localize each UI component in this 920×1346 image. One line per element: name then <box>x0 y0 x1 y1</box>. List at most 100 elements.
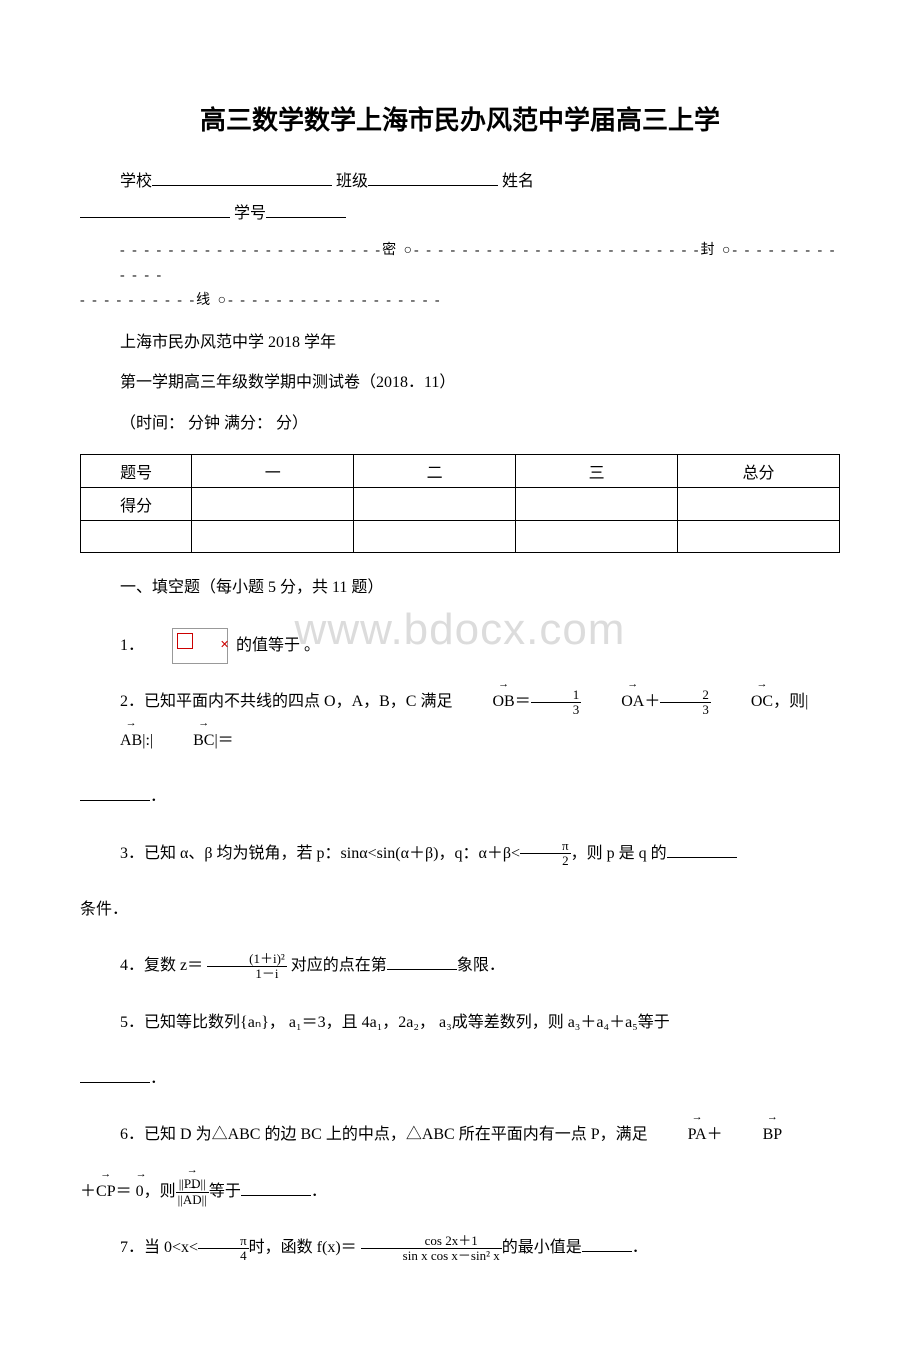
section-1-header: 一、填空题（每小题 5 分，共 11 题） <box>80 573 840 597</box>
q6-p2: ，则 <box>144 1183 176 1200</box>
td-blank <box>192 487 354 520</box>
sealed-line: - - - - - - - - - - - - - - - - - - - - … <box>80 238 840 314</box>
frac-pd-ad: ||PD||||AD|| <box>176 1177 209 1207</box>
den: 3 <box>660 703 711 717</box>
broken-image-icon <box>172 628 228 664</box>
td-blank <box>192 520 354 552</box>
q6-plus1: ＋ <box>707 1126 723 1143</box>
question-3: 3．已知 α、β 均为锐角，若 p：sinα<sin(α＋β)，q：α＋β<π2… <box>80 835 840 873</box>
class-label: 班级 <box>336 173 368 190</box>
frac-pi-2: π2 <box>520 839 571 869</box>
school-label: 学校 <box>120 173 152 190</box>
th-3: 三 <box>516 454 678 487</box>
name-label: 姓名 <box>502 173 534 190</box>
q6-plus2: ＋ <box>80 1183 96 1200</box>
circle-1: ○ <box>404 243 414 258</box>
blank <box>80 785 150 801</box>
q5-c1: ， <box>382 1014 398 1031</box>
q5-p4: 成等差数列，则 <box>452 1014 564 1031</box>
q2-eq: ＝ <box>515 693 531 710</box>
question-2: 2．已知平面内不共线的四点 O，A，B，C 满足OB＝13OA＋23OC，则|A… <box>80 683 840 760</box>
question-7: 7．当 0<x<π4时，函数 f(x)＝ cos 2x＋1sin x cos x… <box>80 1229 840 1267</box>
q5-t3: a₃ <box>439 1014 452 1031</box>
td-blank <box>354 487 516 520</box>
q4-part3: 象限． <box>457 957 505 974</box>
td-blank <box>678 520 840 552</box>
frac-complex: (1＋i)²1－i <box>207 952 287 982</box>
question-6-cont: ＋CP＝ 0，则||PD||||AD||等于． <box>80 1173 840 1211</box>
vec-oc: OC <box>711 683 773 721</box>
td-blank <box>81 520 192 552</box>
q5-p3: ＝3，且 <box>302 1014 358 1031</box>
q6-p3: 等于 <box>209 1183 241 1200</box>
th-1: 一 <box>192 454 354 487</box>
q5-p5: 等于 <box>638 1014 670 1031</box>
den: ||AD|| <box>176 1193 209 1207</box>
question-5: 5．已知等比数列{aₙ}， a₁＝3，且 4a₁，2a₂， a₃成等差数列，则 … <box>80 1004 840 1042</box>
blank <box>241 1180 311 1196</box>
vec-cp: CP <box>96 1173 116 1211</box>
circle-2: ○ <box>722 243 732 258</box>
dash-2: - - - - - - - - - - - - - - - - - - - - … <box>414 243 700 258</box>
page-title: 高三数学数学上海市民办风范中学届高三上学 <box>80 100 840 137</box>
q3-part3: 条件． <box>80 901 128 918</box>
name-blank <box>80 200 230 218</box>
blank <box>387 954 457 970</box>
td-score-label: 得分 <box>81 487 192 520</box>
q5-t2: 2a₂ <box>398 1014 419 1031</box>
q2-plus: ＋ <box>644 693 660 710</box>
table-row: 题号 一 二 三 总分 <box>81 454 840 487</box>
vec-bc: BC <box>153 722 214 760</box>
student-info-line1: 学校 班级 姓名 <box>80 167 840 191</box>
den: 3 <box>531 703 582 717</box>
school-blank <box>152 168 332 186</box>
dash-5: - - - - - - - - - - - - - - - - - - <box>228 293 441 308</box>
q5-seq: {aₙ} <box>240 1014 269 1031</box>
q2-part2: ，则 <box>773 693 805 710</box>
th-2: 二 <box>354 454 516 487</box>
q7-num: 7． <box>120 1239 144 1256</box>
q6-part1: 已知 D 为△ABC 的边 BC 上的中点，△ABC 所在平面内有一点 P，满足 <box>144 1126 648 1143</box>
th-total: 总分 <box>678 454 840 487</box>
q5-num: 5． <box>120 1014 144 1031</box>
q4-part1: 复数 z＝ <box>144 957 203 974</box>
den: sin x cos x－sin² x <box>361 1249 502 1263</box>
id-label: 学号 <box>234 205 266 222</box>
q2-part1: 已知平面内不共线的四点 O，A，B，C 满足 <box>144 693 452 710</box>
q7-p2: 时，函数 f(x)＝ <box>249 1239 357 1256</box>
td-blank <box>516 520 678 552</box>
vec-bp: BP <box>723 1116 783 1154</box>
q5-t1: 4a₁ <box>362 1014 383 1031</box>
table-row <box>81 520 840 552</box>
q4-part2: 对应的点在第 <box>291 957 387 974</box>
circle-3: ○ <box>218 293 228 308</box>
num: π <box>198 1234 249 1249</box>
question-4: 4．复数 z＝ (1＋i)²1－i 对应的点在第象限． <box>80 947 840 985</box>
den: 1－i <box>207 967 287 981</box>
q1-text: 的值等于 。 <box>236 637 320 654</box>
dash-1: - - - - - - - - - - - - - - - - - - - - … <box>120 243 382 258</box>
num: 1 <box>531 688 582 703</box>
question-2-cont: ． <box>80 778 840 816</box>
question-6: 6．已知 D 为△ABC 的边 BC 上的中点，△ABC 所在平面内有一点 P，… <box>80 1116 840 1154</box>
question-1: 1． 的值等于 。 <box>80 627 840 665</box>
table-row: 得分 <box>81 487 840 520</box>
question-3-cont: 条件． <box>80 891 840 929</box>
num: 2 <box>660 688 711 703</box>
td-blank <box>354 520 516 552</box>
dash-4: - - - - - - - - - - <box>80 293 196 308</box>
q7-period: ． <box>632 1239 648 1256</box>
id-blank <box>266 200 346 218</box>
vec-zero: 0 <box>136 1173 144 1211</box>
q7-part1: 当 0<x< <box>144 1239 198 1256</box>
blank <box>80 1067 150 1083</box>
exam-title: 第一学期高三年级数学期中测试卷（2018．11） <box>80 369 840 398</box>
q2-part3: ＝ <box>218 732 234 749</box>
seal-feng: 封 <box>700 243 716 258</box>
td-blank <box>678 487 840 520</box>
q6-num: 6． <box>120 1126 144 1143</box>
score-table: 题号 一 二 三 总分 得分 <box>80 454 840 553</box>
vec-ad: |AD| <box>180 1192 204 1207</box>
q5-p2: ， <box>269 1014 285 1031</box>
blank <box>582 1236 632 1252</box>
